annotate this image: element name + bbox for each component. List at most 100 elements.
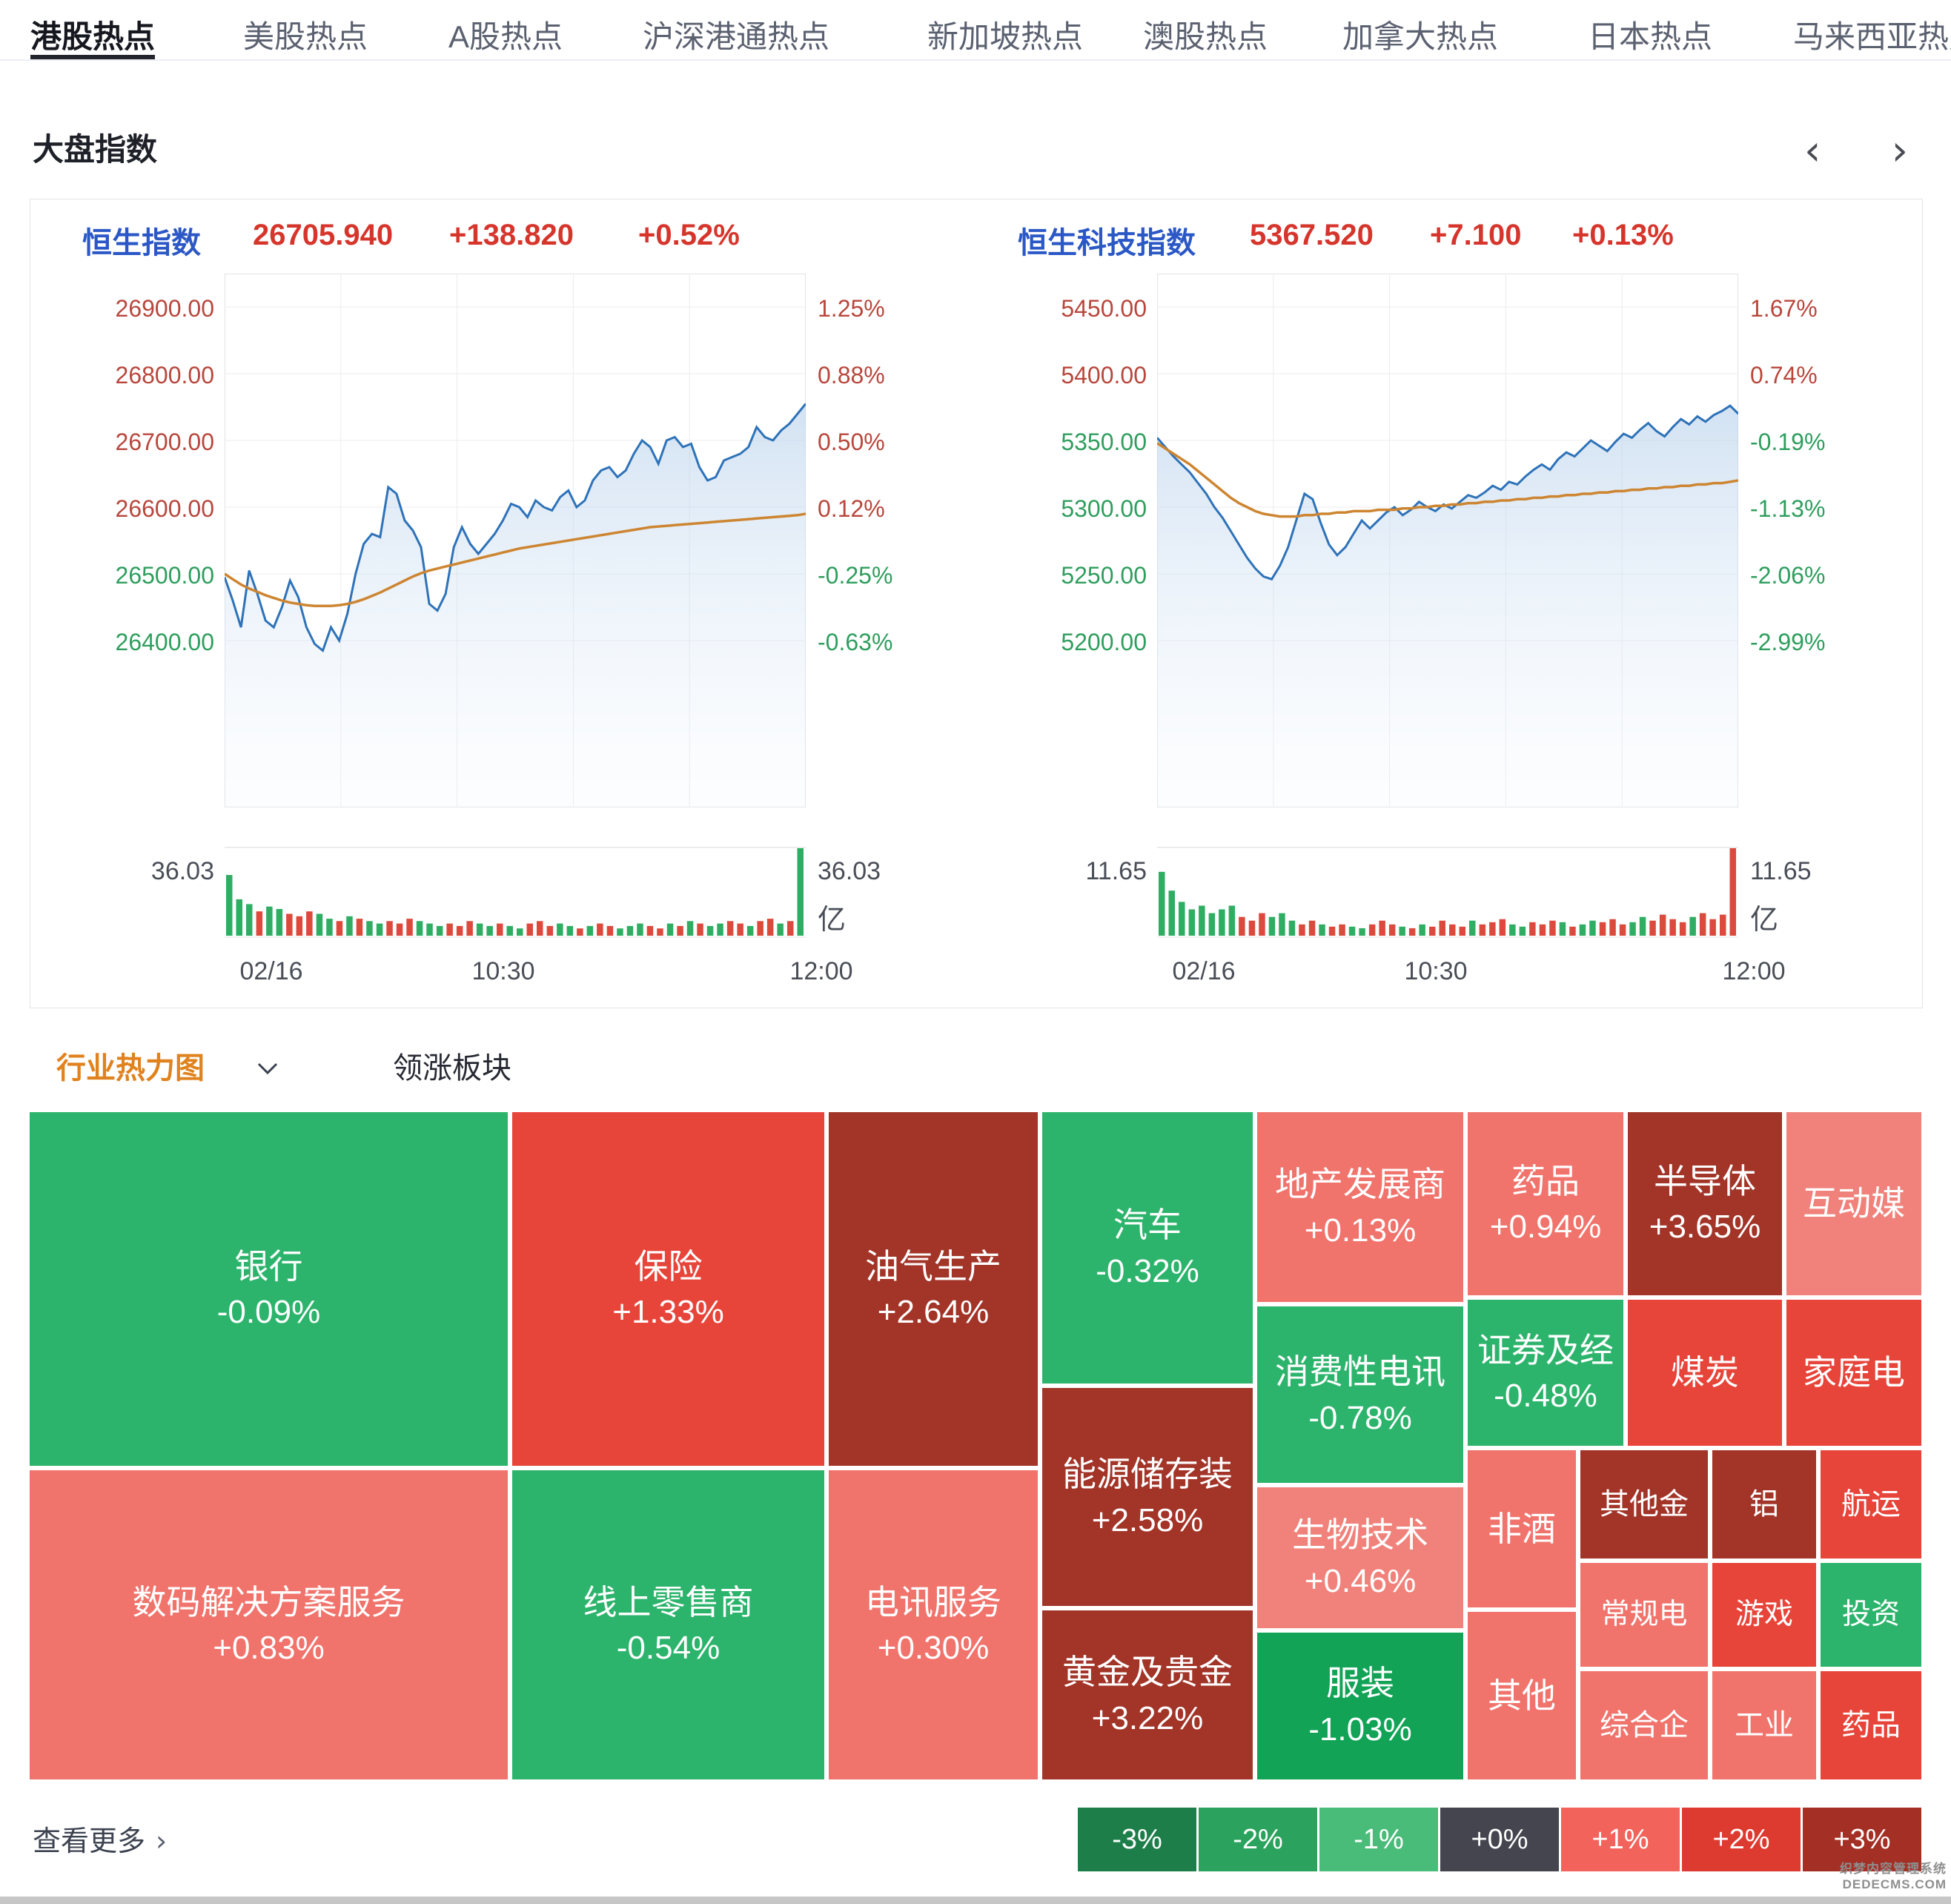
view-more-link[interactable]: 查看更多 › [33,1818,167,1859]
y-axis-price-label: 5250.00 [1061,562,1147,589]
legend-swatch: +1% [1561,1808,1680,1871]
price-chart-svg [1157,274,1738,807]
market-index-panel: 恒生指数 26705.940 +138.820 +0.52% 26900.00 26800… [30,199,1923,1008]
legend-swatch: -2% [1199,1808,1317,1871]
chevron-right-icon: › [156,1825,168,1857]
y-axis-price-label: 5200.00 [1061,629,1147,655]
sector-tile[interactable]: 能源储存装 +2.58% [1042,1388,1253,1606]
sector-tile-name: 保险 [634,1246,703,1286]
sector-tile[interactable]: 生物技术 +0.46% [1257,1487,1463,1628]
sector-tile[interactable]: 铝 [1712,1450,1816,1558]
sector-tile[interactable]: 其他金 [1580,1450,1708,1558]
chevron-left-icon[interactable]: ‹ [1804,127,1821,175]
sector-tile[interactable]: 黄金及贵金 +3.22% [1042,1610,1253,1779]
sector-tile-name: 综合企 [1600,1708,1689,1742]
tab-leading-sectors[interactable]: 领涨板块 [393,1052,511,1085]
y-axis-pct-label: 0.50% [818,429,885,455]
index-change-pct: +0.13% [1572,219,1674,251]
sector-tile[interactable]: 工业 [1712,1671,1816,1779]
sector-tile[interactable]: 其他 [1468,1612,1576,1779]
sector-tile-change: -0.54% [616,1630,721,1667]
volume-max-label-right: 11.65 [1750,857,1812,885]
sector-tile-name: 油气生产 [865,1246,1001,1286]
sector-tile-name: 银行 [234,1246,303,1286]
sector-tile[interactable]: 线上零售商 -0.54% [512,1470,824,1779]
sector-tile[interactable]: 地产发展商 +0.13% [1257,1112,1463,1302]
nav-tab-5[interactable]: 新加坡热点 [927,19,1084,54]
chevron-right-icon[interactable]: › [1891,127,1908,175]
x-axis-label: 10:30 [1404,957,1468,985]
bottom-strip [0,1897,1951,1904]
y-axis-pct-label: 1.25% [818,295,885,322]
sector-tile[interactable]: 数码解决方案服务 +0.83% [30,1470,508,1779]
sector-tile-change: +3.22% [1091,1699,1204,1736]
sector-tile-name: 证券及经 [1477,1330,1614,1369]
sector-tile[interactable]: 药品 +0.94% [1468,1112,1623,1295]
y-axis-pct-label: 0.88% [818,362,885,389]
sector-tile-name: 电讯服务 [865,1582,1001,1622]
sector-tile[interactable]: 常规电 [1580,1563,1708,1667]
sector-tile[interactable]: 综合企 [1580,1671,1708,1779]
sector-tile-change: +0.94% [1489,1209,1602,1246]
index-change-pct: +0.52% [638,219,740,251]
sector-tile[interactable]: 油气生产 +2.64% [829,1112,1038,1466]
sector-tile-name: 地产发展商 [1275,1165,1445,1204]
legend-swatch: -1% [1319,1808,1438,1871]
sector-tile[interactable]: 煤炭 [1628,1300,1782,1446]
index-value: 26705.940 [253,219,394,251]
sector-tile[interactable]: 银行 -0.09% [30,1112,508,1466]
sector-tile-name: 非酒 [1488,1509,1556,1548]
sector-tile[interactable]: 服装 -1.03% [1257,1633,1463,1779]
nav-tab-1[interactable]: 港股热点 [30,19,156,54]
chevron-down-icon[interactable] [256,1062,279,1079]
y-axis-price-label: 5450.00 [1061,295,1147,322]
sector-tile[interactable]: 药品 [1821,1671,1921,1779]
nav-tab-3[interactable]: A股热点 [448,19,563,54]
sector-tile[interactable]: 保险 +1.33% [512,1112,824,1466]
nav-tab-4[interactable]: 沪深港通热点 [643,19,830,54]
sector-tile-name: 游戏 [1735,1599,1793,1631]
y-axis-price-label: 26800.00 [115,362,214,389]
nav-tab-8[interactable]: 日本热点 [1588,19,1713,54]
y-axis-pct-label: 0.12% [818,495,885,522]
sector-tile-name: 煤炭 [1671,1353,1739,1392]
sector-tile-name: 航运 [1841,1487,1901,1521]
volume-chart-svg [1157,847,1738,938]
y-axis-pct-label: 0.74% [1750,362,1818,389]
x-axis-label: 10:30 [471,957,535,985]
nav-tab-9[interactable]: 马来西亚热点 [1793,19,1951,54]
index-pager: ‹ › [1804,130,1908,172]
sector-tile-name: 汽车 [1113,1206,1182,1245]
volume-max-label-left: 11.65 [1085,857,1147,885]
volume-unit-label: 亿 [1750,905,1779,936]
sector-tile[interactable]: 证券及经 -0.48% [1468,1300,1623,1446]
sector-tile-change: +2.64% [877,1294,990,1331]
sector-tile[interactable]: 互动媒 [1786,1112,1921,1295]
nav-tab-6[interactable]: 澳股热点 [1143,19,1268,54]
sector-tile[interactable]: 航运 [1821,1450,1921,1558]
y-axis-price-label: 26400.00 [115,629,214,655]
sector-tile[interactable]: 非酒 [1468,1450,1576,1607]
y-axis-pct-label: -1.13% [1750,495,1826,522]
legend-swatch: -3% [1078,1808,1196,1871]
y-axis-price-label: 26500.00 [115,562,214,589]
sector-tile[interactable]: 游戏 [1712,1563,1816,1667]
sector-tile[interactable]: 家庭电 [1786,1300,1921,1446]
sector-tile[interactable]: 电讯服务 +0.30% [829,1470,1038,1779]
sector-tile[interactable]: 投资 [1821,1563,1921,1667]
nav-tab-7[interactable]: 加拿大热点 [1342,19,1499,54]
sector-tile-change: +1.33% [612,1294,724,1331]
sector-tile[interactable]: 汽车 -0.32% [1042,1112,1253,1384]
heatmap-dropdown[interactable]: 行业热力图 [56,1052,205,1085]
sector-tile-change: +2.58% [1091,1501,1204,1538]
view-more-label: 查看更多 [33,1826,146,1857]
volume-max-label-left: 36.03 [150,857,214,885]
volume-unit-label: 亿 [818,905,847,936]
sector-tile[interactable]: 半导体 +3.65% [1628,1112,1782,1295]
volume-chart-svg [225,847,806,938]
sector-tile-name: 半导体 [1654,1161,1756,1200]
nav-tab-2[interactable]: 美股热点 [243,19,368,54]
y-axis-pct-label: -2.06% [1750,562,1826,589]
sector-tile[interactable]: 消费性电讯 -0.78% [1257,1306,1463,1483]
watermark-line2: DEDECMS.COM [1842,1877,1947,1891]
